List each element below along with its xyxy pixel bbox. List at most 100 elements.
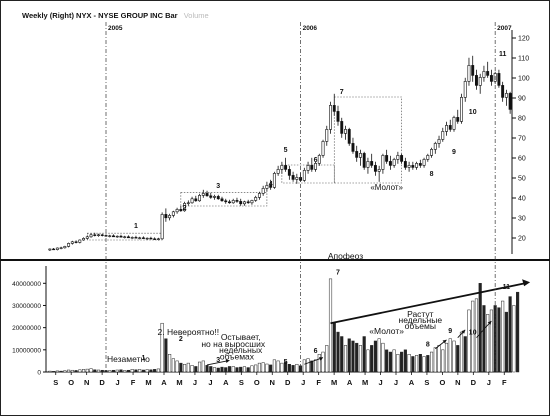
- volume-bar: [497, 307, 501, 373]
- price-candle: [351, 143, 355, 152]
- price-tick-label: 40: [518, 196, 526, 203]
- month-tick-label: J: [301, 378, 305, 387]
- volume-bar: [171, 358, 175, 373]
- volume-bar: [149, 369, 153, 373]
- price-panel: 20 30 40 50 60 70 80 90 100 110 120 1 2 3 4 5 6 7 8 9 10 11 «М…: [48, 30, 530, 254]
- price-candle: [265, 185, 269, 189]
- volume-bar: [111, 369, 116, 373]
- price-candle: [123, 236, 127, 238]
- volume-bar: [63, 370, 67, 373]
- volume-bar: [89, 368, 93, 373]
- price-candle: [332, 105, 336, 112]
- volume-bar: [67, 369, 71, 373]
- volume-bar: [227, 366, 232, 373]
- volume-annotation: Растут: [407, 309, 434, 319]
- volume-wave-label: 5: [284, 359, 288, 366]
- volume-bar: [340, 336, 344, 373]
- volume-bar: [250, 365, 254, 373]
- volume-bar: [486, 314, 490, 373]
- month-tick-label: S: [53, 378, 58, 387]
- volume-bar: [392, 349, 396, 373]
- volume-annotation: Остывает,: [221, 332, 261, 342]
- price-candle: [430, 149, 434, 156]
- price-candle: [55, 247, 59, 250]
- volume-bar: [415, 355, 419, 373]
- volume-bar: [74, 370, 78, 373]
- volume-bar: [52, 371, 56, 373]
- month-tick-label: N: [84, 378, 89, 387]
- price-wave-label: 7: [340, 89, 344, 96]
- volume-bar: [108, 370, 112, 373]
- volume-bar: [201, 360, 205, 373]
- volume-bar: [246, 367, 250, 373]
- month-tick-label: M: [331, 378, 337, 387]
- volume-annotation: недельные: [399, 315, 443, 325]
- price-wave-label: 10: [469, 109, 477, 116]
- volume-bar: [370, 345, 374, 373]
- price-candle: [403, 161, 407, 168]
- price-candle: [216, 196, 220, 200]
- price-candle: [59, 247, 63, 249]
- volume-bar: [194, 366, 198, 373]
- volume-bar: [336, 331, 340, 373]
- volume-bar: [287, 363, 291, 373]
- volume-annotation: недельных: [219, 345, 263, 355]
- month-tick-label: D: [471, 378, 477, 387]
- price-candle: [261, 188, 265, 194]
- volume-annotation: 2. Невероятно!!: [158, 327, 220, 337]
- price-candle: [70, 241, 74, 244]
- volume-bar: [123, 370, 127, 373]
- volume-bar: [59, 370, 63, 373]
- price-wave-label: 9: [452, 149, 456, 156]
- volume-bar: [471, 300, 475, 373]
- month-tick-label: J: [193, 378, 197, 387]
- price-candle: [134, 237, 138, 239]
- price-candle: [388, 161, 392, 166]
- month-tick-label: D: [285, 378, 291, 387]
- volume-bar: [138, 369, 142, 373]
- price-candle: [242, 201, 246, 205]
- chart-header: Weekly (Right) NYX - NYSE GROUP INC Bar …: [22, 11, 209, 20]
- price-candle: [239, 201, 243, 205]
- price-candle: [97, 234, 100, 236]
- price-candle: [100, 234, 104, 236]
- price-candle: [411, 165, 415, 168]
- volume-bar: [55, 370, 59, 373]
- consolidation-box: [333, 96, 402, 184]
- month-tick-label: M: [145, 378, 151, 387]
- consolidation-box: [281, 164, 335, 184]
- month-tick-label: J: [487, 378, 491, 387]
- price-candle: [269, 185, 273, 188]
- price-candle: [422, 159, 426, 166]
- volume-word: Volume: [184, 11, 209, 20]
- price-candle: [52, 248, 56, 251]
- volume-annotation-arrowhead: [487, 321, 492, 325]
- price-candle: [108, 235, 112, 237]
- price-wave-label: 2: [183, 205, 187, 212]
- price-candle: [471, 65, 475, 76]
- volume-bar: [280, 362, 284, 373]
- month-tick-label: O: [439, 378, 445, 387]
- volume-wave-label: 9: [448, 328, 452, 335]
- volume-bar: [78, 369, 82, 373]
- price-tick-label: 30: [518, 216, 526, 223]
- price-candle: [396, 155, 400, 160]
- price-candle: [433, 143, 437, 150]
- volume-trend-line: [330, 282, 526, 325]
- volume-annotation: но на выросших: [201, 339, 265, 349]
- price-candle: [508, 93, 512, 110]
- volume-bar: [115, 369, 119, 373]
- price-candle: [347, 129, 351, 144]
- volume-bar: [197, 361, 202, 373]
- volume-wave-label: 1: [141, 355, 145, 362]
- volume-bar: [400, 351, 404, 373]
- price-tick-label: 90: [518, 96, 526, 103]
- volume-wave-label: 7: [336, 269, 340, 276]
- price-candle: [164, 214, 168, 219]
- volume-bar: [444, 342, 449, 373]
- price-candle: [63, 246, 67, 249]
- price-candle: [194, 198, 198, 202]
- price-wave-label: 5: [284, 147, 288, 154]
- volume-annotation-arrow: [476, 320, 492, 338]
- volume-bar: [231, 366, 235, 373]
